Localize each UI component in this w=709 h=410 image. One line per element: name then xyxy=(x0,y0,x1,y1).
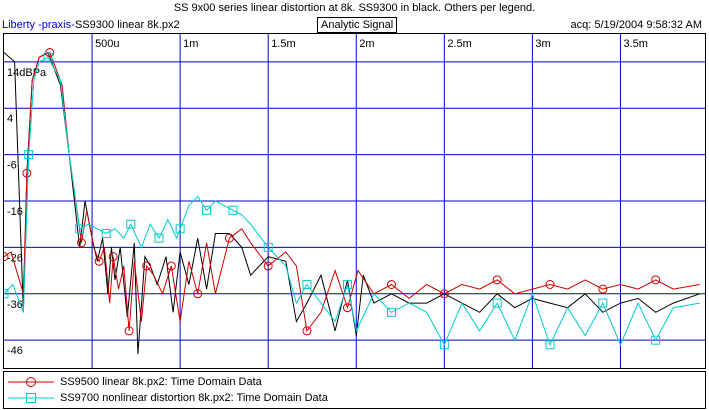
data-point-circle xyxy=(224,233,234,243)
chart-title: SS 9x00 series linear distortion at 8k. … xyxy=(173,2,536,14)
y-tick-label: -46 xyxy=(7,345,23,357)
header-bar: Liberty -praxis- SS9300 linear 8k.px2 An… xyxy=(0,17,709,33)
data-point-square xyxy=(598,298,608,308)
data-point-square xyxy=(175,224,185,234)
data-point-square xyxy=(386,307,396,317)
data-point-square xyxy=(342,280,352,289)
analytic-signal-button[interactable]: Analytic Signal xyxy=(317,17,398,33)
data-point-circle xyxy=(439,289,449,299)
data-point-square xyxy=(154,233,164,243)
data-point-circle xyxy=(45,48,55,58)
data-point-circle xyxy=(263,261,273,271)
data-point-square xyxy=(4,289,9,299)
data-point-square xyxy=(43,52,53,62)
app-name: Liberty -praxis- xyxy=(2,19,75,31)
y-tick-label: -6 xyxy=(7,160,17,172)
data-point-square xyxy=(302,280,312,289)
legend-label: SS9700 nonlinear distortion 8k.px2: Time… xyxy=(60,392,328,404)
x-tick-label: 1.5m xyxy=(271,38,295,50)
y-tick-label: -26 xyxy=(7,252,23,264)
data-point-circle xyxy=(142,261,152,271)
plot-area[interactable]: 500u 1m 1.5m 2m 2.5m 3m 3.5m 14dBPa 4 -6 -16 -26 -36… xyxy=(3,33,706,369)
x-tick-label: 3.5m xyxy=(623,38,647,50)
data-point-circle xyxy=(492,275,502,285)
data-point-circle xyxy=(4,252,9,262)
data-point-circle xyxy=(386,280,396,289)
legend-item-ss9500: SS9500 linear 8k.px2: Time Domain Data xyxy=(4,374,705,390)
x-tick-label: 3m xyxy=(535,38,550,50)
data-point-circle xyxy=(94,256,104,266)
legend-swatch-circle-icon xyxy=(8,377,54,387)
legend: SS9500 linear 8k.px2: Time Domain Data S… xyxy=(3,371,706,409)
data-point-square xyxy=(228,205,238,215)
x-tick-label: 500u xyxy=(95,38,119,50)
time-domain-chart[interactable]: 500u 1m 1.5m 2m 2.5m 3m 3.5m14dBPa4-6-16-26-36… xyxy=(4,34,705,368)
file-name: SS9300 linear 8k.px2 xyxy=(75,19,180,31)
y-tick-label: 4 xyxy=(7,113,13,125)
data-point-circle xyxy=(108,252,118,262)
acquisition-timestamp: acq: 5/19/2004 9:58:32 AM xyxy=(570,19,703,31)
data-point-square xyxy=(202,205,212,215)
data-point-circle xyxy=(166,261,176,271)
x-tick-label: 2.5m xyxy=(447,38,471,50)
data-point-circle xyxy=(22,168,32,178)
legend-item-ss9700: SS9700 nonlinear distortion 8k.px2: Time… xyxy=(4,390,705,406)
x-tick-label: 2m xyxy=(359,38,374,50)
legend-label: SS9500 linear 8k.px2: Time Domain Data xyxy=(60,376,262,388)
data-point-square xyxy=(75,224,85,234)
data-point-circle xyxy=(124,326,134,336)
series-line-2 xyxy=(4,56,700,347)
data-point-square xyxy=(651,335,661,345)
data-point-square xyxy=(101,228,111,238)
x-tick-label: 1m xyxy=(183,38,198,50)
series-line-0 xyxy=(4,51,700,355)
data-point-circle xyxy=(193,289,203,299)
data-point-circle xyxy=(302,326,312,336)
data-point-square xyxy=(492,298,502,308)
data-point-circle xyxy=(598,284,608,294)
y-tick-label: -16 xyxy=(7,206,23,218)
legend-swatch-square-icon xyxy=(8,393,54,403)
y-tick-label: 14dBPa xyxy=(7,67,47,79)
data-point-square xyxy=(24,150,34,160)
data-point-circle xyxy=(651,275,661,285)
data-point-square xyxy=(545,340,555,350)
data-point-circle xyxy=(76,238,86,248)
series-line-1 xyxy=(4,51,700,333)
data-point-square xyxy=(439,340,449,350)
data-point-circle xyxy=(545,280,555,289)
data-point-square xyxy=(126,219,136,229)
data-point-square xyxy=(263,242,273,252)
